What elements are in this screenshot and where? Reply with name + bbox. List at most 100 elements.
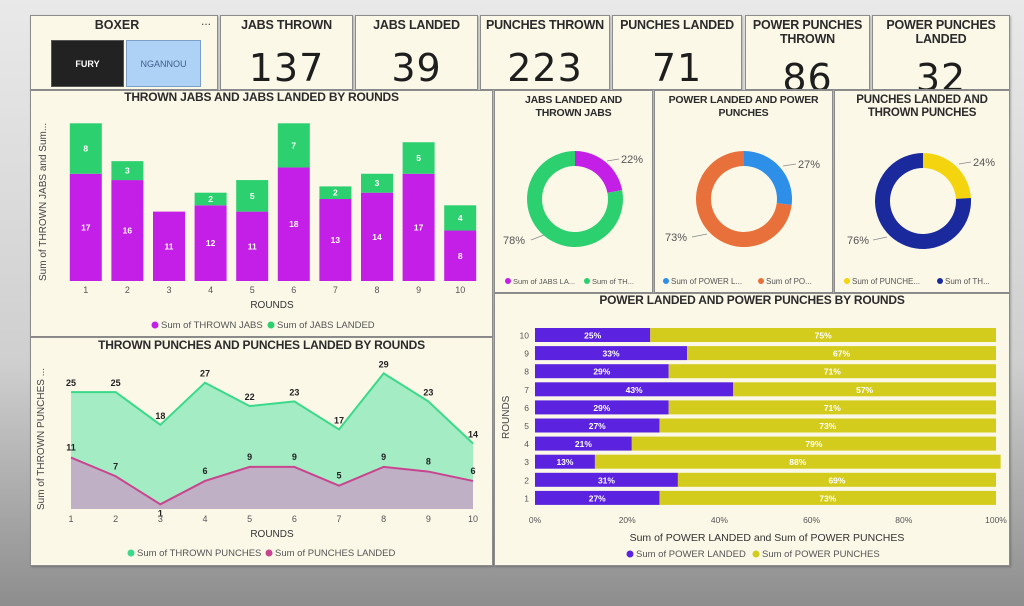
kpi-value: 71	[651, 46, 703, 90]
bar-segment[interactable]	[535, 436, 632, 451]
leader-line	[872, 236, 888, 241]
data-label: 67%	[833, 349, 850, 359]
x-tick-label: 2	[125, 285, 130, 295]
bar-segment[interactable]	[111, 180, 144, 281]
legend: Sum of POWER LANDED Sum of POWER PUNCHES	[626, 549, 880, 560]
leader-line	[530, 234, 545, 241]
bar-segment[interactable]	[535, 364, 669, 379]
legend-label-power-landed[interactable]: Sum of POWER LANDED	[636, 549, 746, 560]
legend-label[interactable]: Sum of POWER L...	[671, 277, 742, 286]
legend-label-power-punches[interactable]: Sum of POWER PUNCHES	[762, 549, 880, 560]
legend-label[interactable]: Sum of TH...	[945, 277, 990, 286]
bar-segment[interactable]	[194, 205, 227, 281]
more-options-icon[interactable]: ...	[200, 15, 211, 28]
legend-marker-power-landed	[626, 550, 634, 558]
bar-segment[interactable]	[733, 382, 996, 397]
y-axis-label: ROUNDS	[501, 395, 512, 439]
chart-title: THROWN JABS AND JABS LANDED BY ROUNDS	[124, 90, 399, 104]
legend-label[interactable]: Sum of TH...	[592, 277, 634, 286]
legend-marker-punches-landed	[265, 549, 273, 557]
bar-segment[interactable]	[69, 173, 102, 281]
x-tick-label: 8	[374, 285, 379, 295]
bar-segment[interactable]	[153, 211, 185, 281]
legend-label[interactable]: Sum of JABS LA...	[513, 277, 575, 286]
x-axis-label: ROUNDS	[250, 529, 294, 540]
bar-segment[interactable]	[319, 199, 352, 281]
bar-segment[interactable]	[631, 436, 996, 451]
bar-segment[interactable]	[650, 328, 996, 342]
donut-slice[interactable]	[527, 151, 623, 248]
legend-marker	[663, 278, 669, 284]
kpi-value: 39	[391, 46, 442, 90]
boxer-option-ngannou[interactable]: NGANNOU	[126, 40, 201, 87]
legend-marker	[937, 278, 943, 284]
donut-slice[interactable]	[923, 153, 971, 199]
bar-segment[interactable]	[535, 346, 688, 361]
bar-segment[interactable]	[535, 490, 660, 505]
bar-segment[interactable]	[668, 400, 996, 415]
bar-segment[interactable]	[444, 230, 477, 281]
leader-line	[606, 158, 620, 162]
legend-label-thrown-jabs[interactable]: Sum of THROWN JABS	[161, 320, 263, 331]
boxer-option-fury[interactable]: FURY	[51, 40, 124, 87]
power-hbar-svg: ROUNDS Sum of POWER LANDED and Sum of PO…	[501, 328, 1007, 560]
slice-label-thrown: 78%	[503, 235, 525, 247]
data-label: 23	[289, 387, 299, 397]
donut-slice[interactable]	[744, 151, 792, 206]
bar-segment[interactable]	[535, 400, 669, 415]
data-label: 25%	[584, 331, 601, 341]
bar-segment[interactable]	[659, 418, 996, 433]
bar-segment[interactable]	[319, 186, 352, 199]
series-line[interactable]	[70, 456, 474, 506]
legend-label-jabs-landed[interactable]: Sum of JABS LANDED	[277, 320, 375, 331]
slice-label-landed: 27%	[798, 159, 820, 171]
kpi-title: JABS LANDED	[373, 18, 460, 32]
y-tick-label: 7	[524, 385, 529, 395]
bar-segment[interactable]	[236, 211, 269, 281]
bar-segment[interactable]	[668, 364, 996, 379]
legend-marker	[505, 278, 511, 284]
legend-label-thrown-punches[interactable]: Sum of THROWN PUNCHES	[137, 548, 261, 559]
donut-slice[interactable]	[875, 153, 971, 249]
donut-slice[interactable]	[696, 151, 792, 248]
data-label: 23	[423, 387, 433, 397]
data-label: 25	[111, 378, 121, 388]
bar-segment[interactable]	[402, 173, 435, 281]
bar-segment[interactable]	[402, 142, 435, 174]
donut-slice[interactable]	[575, 151, 623, 193]
bar-segment[interactable]	[677, 472, 996, 487]
bar-segment[interactable]	[69, 123, 102, 174]
legend-label-punches-landed[interactable]: Sum of PUNCHES LANDED	[275, 548, 396, 559]
y-tick-label: 1	[524, 493, 529, 503]
legend-label[interactable]: Sum of PO...	[766, 277, 812, 286]
bar-segment[interactable]	[659, 490, 996, 505]
bar-segment[interactable]	[194, 192, 227, 206]
bar-segment[interactable]	[111, 161, 144, 181]
data-label: 25	[66, 378, 76, 388]
bar-segment[interactable]	[361, 173, 393, 193]
series-line[interactable]	[71, 372, 474, 445]
bar-segment[interactable]	[277, 167, 310, 281]
data-label: 57%	[856, 385, 873, 395]
bar-segment[interactable]	[535, 418, 660, 433]
slice-label-thrown: 76%	[847, 235, 869, 247]
kpi-card-power-punches-landed: POWER PUNCHES LANDED 32	[872, 15, 1010, 90]
bar-segment[interactable]	[236, 180, 269, 212]
bar-segment[interactable]	[687, 346, 996, 361]
bar-segment[interactable]	[535, 454, 595, 469]
bar-segment[interactable]	[535, 382, 734, 397]
bar-segment[interactable]	[444, 205, 477, 231]
data-label: 9	[292, 452, 297, 462]
bar-segment[interactable]	[277, 123, 310, 168]
kpi-title: PUNCHES THROWN	[485, 18, 605, 32]
data-label: 8	[426, 457, 431, 467]
data-label: 88%	[789, 457, 806, 467]
leader-line	[782, 163, 797, 167]
data-label: 71%	[824, 403, 841, 413]
legend-label[interactable]: Sum of PUNCHE...	[852, 277, 920, 286]
x-tick-label: 20%	[619, 515, 636, 525]
bar-segment[interactable]	[535, 472, 678, 487]
bar-segment[interactable]	[594, 454, 1001, 469]
bar-segment[interactable]	[535, 328, 651, 342]
bar-segment[interactable]	[361, 192, 393, 281]
